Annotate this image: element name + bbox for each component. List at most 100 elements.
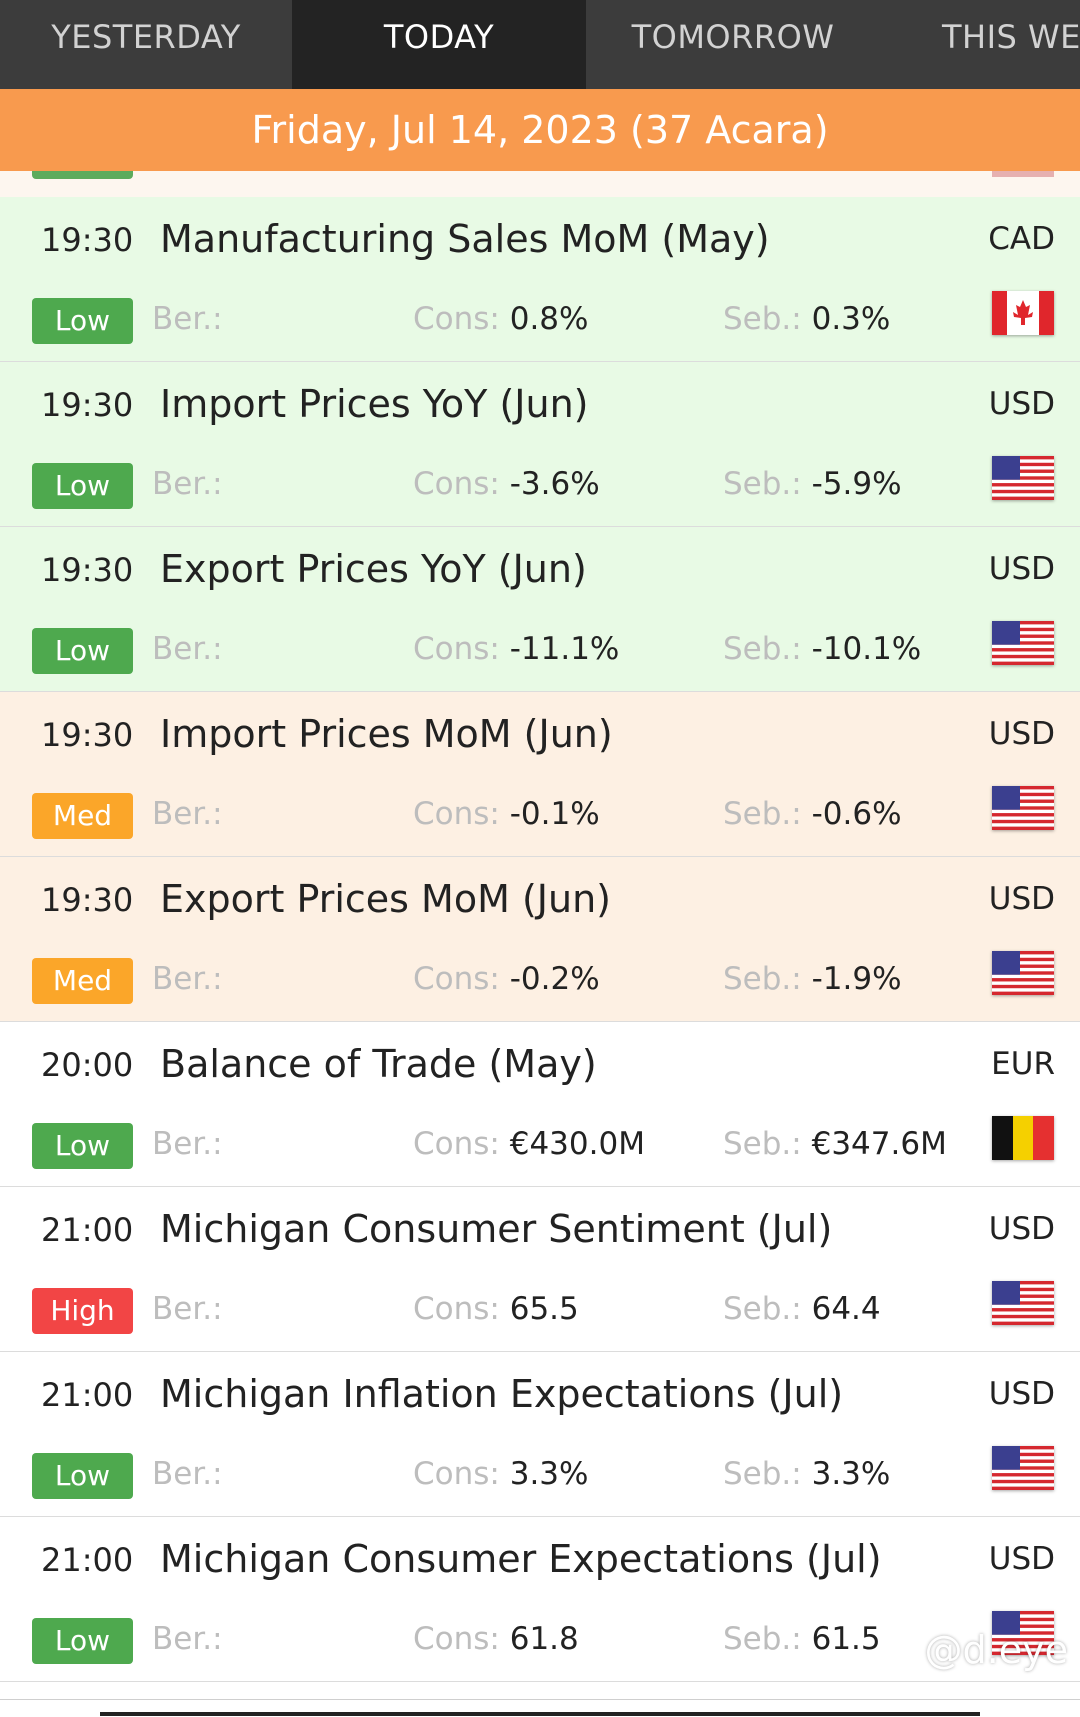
tab-yesterday[interactable]: YESTERDAY bbox=[51, 18, 241, 56]
consensus-label: Cons: bbox=[413, 1291, 500, 1327]
us-flag-icon bbox=[992, 456, 1054, 500]
event-title: Import Prices MoM (Jun) bbox=[160, 712, 613, 756]
event-time: 21:00 bbox=[41, 1541, 134, 1579]
importance-badge: Med bbox=[32, 793, 133, 839]
actual-label: Ber.: bbox=[152, 1456, 223, 1492]
importance-badge-peek bbox=[32, 171, 133, 179]
previous-label: Seb.: bbox=[723, 1621, 802, 1657]
tab-today[interactable]: TODAY bbox=[292, 0, 586, 89]
tab-tomorrow[interactable]: TOMORROW bbox=[631, 18, 835, 56]
consensus-field: Cons: 65.5 bbox=[413, 1291, 579, 1327]
event-title: Manufacturing Sales MoM (May) bbox=[160, 217, 770, 261]
consensus-field: Cons: 3.3% bbox=[413, 1456, 588, 1492]
bottom-bar bbox=[100, 1712, 980, 1716]
actual-label: Ber.: bbox=[152, 301, 223, 337]
event-title: Export Prices MoM (Jun) bbox=[160, 877, 611, 921]
consensus-field: Cons: 61.8 bbox=[413, 1621, 579, 1657]
belgium-flag-icon bbox=[992, 1116, 1054, 1160]
event-row[interactable]: 21:00 Michigan Inflation Expectations (Ju… bbox=[0, 1352, 1080, 1517]
consensus-value: -11.1% bbox=[509, 631, 620, 667]
previous-value: -1.9% bbox=[811, 961, 902, 997]
canada-flag-icon bbox=[992, 291, 1054, 335]
event-row[interactable]: 20:00 Balance of Trade (May) EUR Low Ber.: C… bbox=[0, 1022, 1080, 1187]
previous-field: Seb.: €347.6M bbox=[723, 1126, 947, 1162]
previous-label: Seb.: bbox=[723, 301, 802, 337]
previous-value: -10.1% bbox=[811, 631, 922, 667]
flag-peek bbox=[992, 171, 1054, 177]
consensus-field: Cons: €430.0M bbox=[413, 1126, 645, 1162]
event-time: 19:30 bbox=[41, 221, 134, 259]
consensus-value: 65.5 bbox=[509, 1291, 579, 1327]
actual-field: Ber.: bbox=[152, 631, 223, 667]
actual-label: Ber.: bbox=[152, 1126, 223, 1162]
event-row[interactable]: 19:30 Export Prices YoY (Jun) USD Low Ber.: … bbox=[0, 527, 1080, 692]
us-flag-icon bbox=[992, 786, 1054, 830]
event-row[interactable]: 19:30 Export Prices MoM (Jun) USD Med Ber.: … bbox=[0, 857, 1080, 1022]
consensus-label: Cons: bbox=[413, 1456, 500, 1492]
consensus-value: €430.0M bbox=[509, 1126, 645, 1162]
previous-value: -0.6% bbox=[811, 796, 902, 832]
event-title: Michigan Consumer Sentiment (Jul) bbox=[160, 1207, 833, 1251]
event-time: 20:00 bbox=[41, 1046, 134, 1084]
previous-event-peek[interactable] bbox=[0, 171, 1080, 198]
event-currency: EUR bbox=[991, 1046, 1055, 1082]
previous-field: Seb.: -5.9% bbox=[723, 466, 902, 502]
event-time: 19:30 bbox=[41, 386, 134, 424]
consensus-field: Cons: -0.1% bbox=[413, 796, 600, 832]
previous-value: -5.9% bbox=[811, 466, 902, 502]
actual-label: Ber.: bbox=[152, 631, 223, 667]
consensus-value: -0.1% bbox=[509, 796, 600, 832]
importance-badge: Low bbox=[32, 628, 133, 674]
actual-field: Ber.: bbox=[152, 961, 223, 997]
event-time: 19:30 bbox=[41, 551, 134, 589]
importance-badge: Low bbox=[32, 463, 133, 509]
consensus-label: Cons: bbox=[413, 1621, 500, 1657]
previous-field: Seb.: 61.5 bbox=[723, 1621, 881, 1657]
importance-badge: Low bbox=[32, 1618, 133, 1664]
event-time: 21:00 bbox=[41, 1376, 134, 1414]
us-flag-icon bbox=[992, 621, 1054, 665]
previous-label: Seb.: bbox=[723, 961, 802, 997]
event-row[interactable]: 19:30 Manufacturing Sales MoM (May) CAD Low… bbox=[0, 197, 1080, 362]
event-currency: USD bbox=[988, 1211, 1055, 1247]
previous-value: 0.3% bbox=[811, 301, 891, 337]
previous-field: Seb.: 64.4 bbox=[723, 1291, 881, 1327]
importance-badge: Med bbox=[32, 958, 133, 1004]
event-currency: USD bbox=[988, 716, 1055, 752]
consensus-label: Cons: bbox=[413, 796, 500, 832]
previous-field: Seb.: -0.6% bbox=[723, 796, 902, 832]
event-row[interactable]: 19:30 Import Prices YoY (Jun) USD Low Ber.: … bbox=[0, 362, 1080, 527]
event-time: 21:00 bbox=[41, 1211, 134, 1249]
previous-value: €347.6M bbox=[811, 1126, 947, 1162]
consensus-field: Cons: -3.6% bbox=[413, 466, 600, 502]
event-row[interactable]: 19:30 Import Prices MoM (Jun) USD Med Ber.: … bbox=[0, 692, 1080, 857]
actual-field: Ber.: bbox=[152, 1456, 223, 1492]
consensus-value: -3.6% bbox=[509, 466, 600, 502]
event-time: 19:30 bbox=[41, 716, 134, 754]
actual-field: Ber.: bbox=[152, 301, 223, 337]
previous-value: 61.5 bbox=[811, 1621, 881, 1657]
event-row[interactable]: 21:00 Michigan Consumer Sentiment (Jul) US… bbox=[0, 1187, 1080, 1352]
consensus-field: Cons: -0.2% bbox=[413, 961, 600, 997]
us-flag-icon bbox=[992, 1446, 1054, 1490]
previous-label: Seb.: bbox=[723, 1291, 802, 1327]
consensus-value: 0.8% bbox=[509, 301, 589, 337]
actual-field: Ber.: bbox=[152, 796, 223, 832]
previous-label: Seb.: bbox=[723, 466, 802, 502]
event-time: 19:30 bbox=[41, 881, 134, 919]
event-currency: USD bbox=[988, 1376, 1055, 1412]
importance-badge: Low bbox=[32, 298, 133, 344]
importance-badge: Low bbox=[32, 1123, 133, 1169]
event-title: Import Prices YoY (Jun) bbox=[160, 382, 589, 426]
actual-label: Ber.: bbox=[152, 1291, 223, 1327]
importance-badge: High bbox=[32, 1288, 133, 1334]
consensus-label: Cons: bbox=[413, 466, 500, 502]
actual-field: Ber.: bbox=[152, 1621, 223, 1657]
previous-field: Seb.: -1.9% bbox=[723, 961, 902, 997]
tab-this-week[interactable]: THIS WEEK bbox=[942, 18, 1080, 56]
event-row[interactable]: 21:00 Michigan Consumer Expectations (Jul… bbox=[0, 1517, 1080, 1682]
previous-label: Seb.: bbox=[723, 1456, 802, 1492]
previous-label: Seb.: bbox=[723, 631, 802, 667]
consensus-label: Cons: bbox=[413, 301, 500, 337]
previous-field: Seb.: 0.3% bbox=[723, 301, 890, 337]
